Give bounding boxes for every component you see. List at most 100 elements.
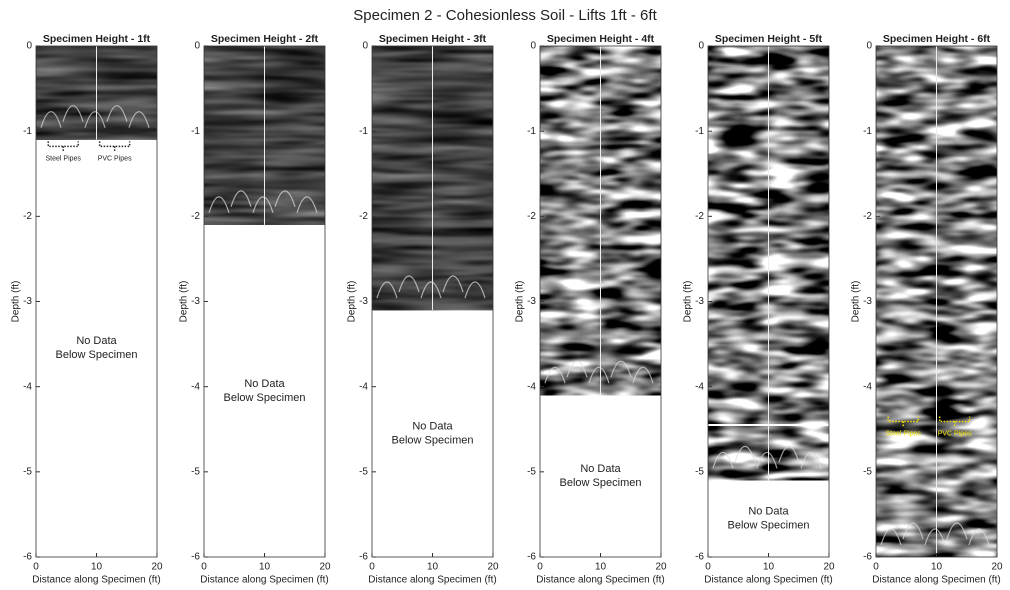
- y-tick-label: -2: [23, 211, 32, 222]
- x-tick-label: 20: [991, 562, 1003, 573]
- panel-title: Specimen Height - 5ft: [715, 33, 823, 45]
- reflection-arc: [252, 196, 274, 214]
- x-tick-label: 10: [763, 562, 775, 573]
- x-axis-label: Distance along Specimen (ft): [704, 575, 832, 586]
- x-axis-label: Distance along Specimen (ft): [200, 575, 328, 586]
- reflection-arc: [924, 528, 946, 546]
- no-data-note: No Data: [412, 420, 453, 432]
- reflection-arc: [566, 360, 588, 378]
- reflection-arc: [800, 451, 822, 469]
- y-tick-label: -2: [695, 211, 704, 222]
- x-tick-label: 0: [705, 562, 711, 573]
- annotation-bracket: [938, 416, 971, 427]
- x-tick-label: 20: [487, 562, 499, 573]
- y-tick-label: -3: [527, 296, 536, 307]
- y-tick-label: -5: [191, 466, 200, 477]
- panel-title: Specimen Height - 4ft: [547, 33, 655, 45]
- y-axis-label: Depth (ft): [515, 281, 526, 323]
- y-tick-label: -2: [359, 211, 368, 222]
- x-tick-label: 20: [823, 562, 835, 573]
- reflection-arc: [734, 445, 756, 463]
- annotation-bracket: [47, 141, 79, 152]
- y-axis-label: Depth (ft): [179, 281, 190, 323]
- no-data-note: Below Specimen: [56, 349, 138, 361]
- reflections: [40, 105, 150, 128]
- y-tick-label: -4: [863, 381, 872, 392]
- no-data-note: Below Specimen: [392, 434, 474, 446]
- reflection-arc: [544, 366, 566, 384]
- x-axis-label: Distance along Specimen (ft): [368, 575, 496, 586]
- no-data-note: Below Specimen: [560, 477, 642, 489]
- no-data-note: Below Specimen: [224, 392, 306, 404]
- reflection-arc: [464, 281, 486, 299]
- y-axis-label: Depth (ft): [683, 281, 694, 323]
- reflection-arc: [208, 196, 230, 214]
- y-tick-label: -2: [527, 211, 536, 222]
- reflection-arc: [296, 196, 318, 214]
- annotation-bracket: [98, 141, 131, 152]
- y-tick-label: -4: [695, 381, 704, 392]
- y-tick-label: -1: [527, 126, 536, 137]
- reflection-arc: [632, 366, 654, 384]
- y-tick-label: -5: [527, 466, 536, 477]
- y-tick-label: -4: [527, 381, 536, 392]
- y-tick-label: -5: [23, 466, 32, 477]
- x-tick-label: 0: [201, 562, 207, 573]
- y-axis-label: Depth (ft): [11, 281, 22, 323]
- y-tick-label: -4: [359, 381, 368, 392]
- y-tick-label: -3: [23, 296, 32, 307]
- panel-title: Specimen Height - 2ft: [211, 33, 319, 45]
- x-tick-label: 10: [91, 562, 103, 573]
- reflection-arc: [106, 105, 128, 122]
- y-tick-label: -4: [191, 381, 200, 392]
- x-tick-label: 0: [33, 562, 39, 573]
- x-axis-label: Distance along Specimen (ft): [872, 575, 1000, 586]
- y-axis-label: Depth (ft): [347, 281, 358, 323]
- y-tick-label: -6: [359, 552, 368, 563]
- y-tick-label: -3: [191, 296, 200, 307]
- reflection-arc: [442, 275, 464, 293]
- y-tick-label: -6: [527, 552, 536, 563]
- y-tick-label: 0: [26, 41, 32, 52]
- x-tick-label: 20: [655, 562, 667, 573]
- x-tick-label: 0: [873, 562, 879, 573]
- no-data-note: No Data: [748, 506, 789, 518]
- y-tick-label: -6: [23, 552, 32, 563]
- annotation: Steel Pipes: [46, 155, 82, 162]
- reflection-arc: [40, 111, 62, 128]
- reflection-arc: [588, 366, 610, 384]
- no-data-note: No Data: [580, 463, 621, 475]
- no-data-note: Below Specimen: [728, 520, 810, 532]
- x-tick-label: 10: [259, 562, 271, 573]
- y-tick-label: -1: [23, 126, 32, 137]
- reflection-arc: [778, 445, 800, 463]
- y-axis-label: Depth (ft): [851, 281, 862, 323]
- reflection-arc: [230, 190, 252, 208]
- reflection-arc: [420, 281, 442, 299]
- y-tick-label: -3: [359, 296, 368, 307]
- y-tick-label: -6: [695, 552, 704, 563]
- x-tick-label: 10: [931, 562, 943, 573]
- x-tick-label: 10: [427, 562, 439, 573]
- reflection-arc: [128, 111, 150, 128]
- reflection-arc: [610, 360, 632, 378]
- x-tick-label: 20: [151, 562, 163, 573]
- x-axis-label: Distance along Specimen (ft): [536, 575, 664, 586]
- reflection-arc: [274, 190, 296, 208]
- reflections: [544, 360, 654, 384]
- annotation: Steel Pipes: [886, 430, 922, 437]
- y-tick-label: -2: [191, 211, 200, 222]
- no-data-note: No Data: [244, 378, 285, 390]
- y-tick-label: -5: [359, 466, 368, 477]
- y-tick-label: 0: [362, 41, 368, 52]
- panel-title: Specimen Height - 3ft: [379, 33, 487, 45]
- y-tick-label: -6: [863, 552, 872, 563]
- reflection-arc: [376, 281, 398, 299]
- y-tick-label: -4: [23, 381, 32, 392]
- y-tick-label: 0: [866, 41, 872, 52]
- y-tick-label: 0: [698, 41, 704, 52]
- no-data-note: No Data: [76, 335, 117, 347]
- y-tick-label: -3: [863, 296, 872, 307]
- reflection-arc: [62, 105, 84, 122]
